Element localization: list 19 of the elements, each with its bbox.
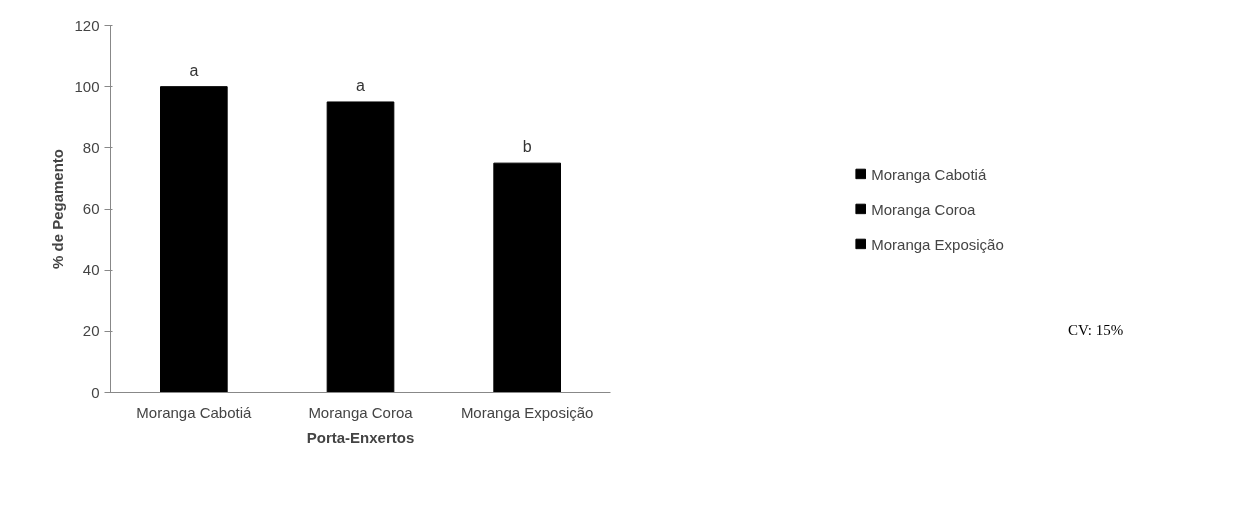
x-tick-label: Moranga Exposição [460, 403, 594, 421]
legend-label: Moranga Coroa [871, 200, 976, 217]
y-tick-label: 0 [91, 383, 100, 401]
y-tick-label: 60 [82, 200, 100, 217]
y-tick-label: 80 [82, 138, 100, 156]
y-axis-title: % de Pegamento [49, 148, 67, 270]
x-tick-label: Moranga Coroa [308, 403, 414, 421]
annotation: a [189, 61, 199, 79]
y-tick-label: 40 [82, 261, 100, 279]
y-tick-label: 120 [74, 16, 100, 34]
x-axis-title: Porta-Enxertos [306, 428, 415, 446]
x-tick-label: Moranga Cabotiá [136, 403, 253, 421]
annotation: b [522, 138, 532, 156]
y-tick-label: 100 [74, 77, 100, 95]
legend-label: Moranga Exposição [871, 235, 1004, 252]
annotation: a [356, 76, 366, 94]
y-tick-label: 20 [82, 322, 100, 340]
text: CV: 15% [1068, 321, 1124, 340]
legend-label: Moranga Cabotiá [871, 165, 987, 182]
